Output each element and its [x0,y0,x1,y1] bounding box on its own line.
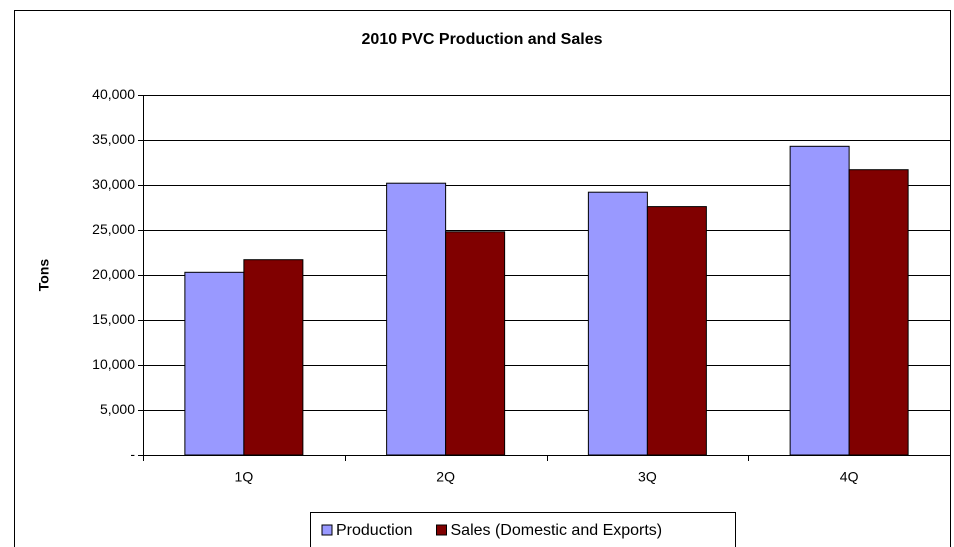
y-tick-label: 35,000 [92,131,135,147]
x-tick-label: 4Q [840,469,859,485]
y-axis-title: Tons [36,259,52,292]
bar [386,182,447,456]
y-tick-label: 10,000 [92,356,135,372]
y-tick-label: 40,000 [92,86,135,102]
bar [184,271,245,456]
legend-box [310,512,736,547]
y-tick-label: 5,000 [100,401,135,417]
bar [243,259,304,456]
y-tick-label: 30,000 [92,176,135,192]
bar [848,169,909,456]
chart-title: 2010 PVC Production and Sales [362,31,603,48]
legend-swatch [436,524,447,536]
legend-swatch [321,524,333,536]
bar [646,206,707,456]
x-tick-label: 3Q [638,469,657,485]
y-tick-label: - [130,446,135,462]
legend-label: Production [336,522,413,539]
bar [789,145,850,456]
x-tick-label: 2Q [436,469,455,485]
y-tick-label: 20,000 [92,266,135,282]
legend-label: Sales (Domestic and Exports) [451,522,663,539]
y-tick-label: 15,000 [92,311,135,327]
y-tick-label: 25,000 [92,221,135,237]
bar [445,231,506,456]
bar [587,191,648,456]
x-tick-label: 1Q [235,469,254,485]
